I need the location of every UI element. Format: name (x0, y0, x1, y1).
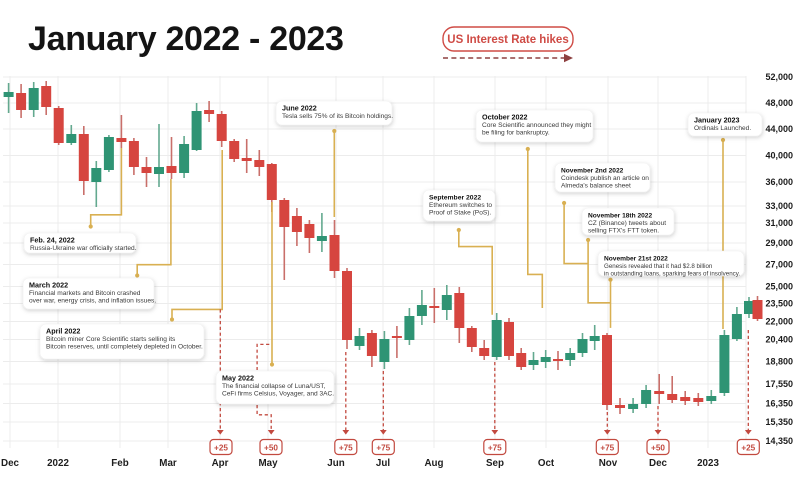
svg-text:October 2022: October 2022 (482, 113, 528, 122)
svg-text:22,000: 22,000 (765, 317, 793, 327)
svg-text:36,000: 36,000 (765, 177, 793, 187)
svg-text:+25: +25 (214, 443, 228, 452)
svg-text:+75: +75 (376, 443, 390, 452)
svg-text:Dec: Dec (649, 458, 668, 469)
svg-text:Bitcoin miner Core Scientific: Bitcoin miner Core Scientific starts sel… (46, 336, 176, 343)
svg-text:+50: +50 (651, 443, 665, 452)
svg-text:September 2022: September 2022 (429, 195, 481, 202)
svg-text:+25: +25 (741, 443, 755, 452)
svg-text:Feb. 24, 2022: Feb. 24, 2022 (30, 236, 75, 245)
svg-text:48,000: 48,000 (765, 98, 793, 108)
svg-text:16,350: 16,350 (765, 399, 793, 409)
svg-text:Jul: Jul (376, 458, 390, 469)
svg-text:Almeda's balance sheet: Almeda's balance sheet (561, 183, 631, 190)
svg-text:over war, energy crisis, and i: over war, energy crisis, and inflation i… (29, 298, 156, 305)
svg-text:Bitcoin reserves, until comple: Bitcoin reserves, until completely deple… (46, 344, 203, 351)
svg-text:April 2022: April 2022 (46, 327, 80, 336)
svg-text:CZ (Binance) tweets about: CZ (Binance) tweets about (588, 220, 666, 227)
svg-text:18,800: 18,800 (765, 357, 793, 367)
svg-text:31,000: 31,000 (765, 218, 793, 228)
svg-text:US Interest Rate hikes: US Interest Rate hikes (447, 34, 568, 46)
svg-text:2023: 2023 (697, 458, 719, 469)
svg-text:November 2nd 2022: November 2nd 2022 (561, 168, 624, 175)
svg-text:Ethereum switches to: Ethereum switches to (429, 202, 492, 209)
svg-text:25,000: 25,000 (765, 282, 793, 292)
svg-text:14,350: 14,350 (765, 436, 793, 446)
svg-text:Dec: Dec (1, 458, 20, 469)
svg-text:23,500: 23,500 (765, 299, 793, 309)
svg-text:2022: 2022 (47, 458, 69, 469)
svg-text:be filing for bankruptcy.: be filing for bankruptcy. (482, 130, 550, 137)
svg-text:The financial collapse of Luna: The financial collapse of Luna/UST, (222, 383, 326, 390)
svg-text:Proof of Stake (PoS).: Proof of Stake (PoS). (429, 210, 491, 217)
svg-text:Aug: Aug (424, 458, 443, 469)
svg-text:June 2022: June 2022 (282, 104, 317, 113)
svg-text:Genesis revealed that it had $: Genesis revealed that it had $2.8 billio… (604, 263, 713, 270)
svg-text:52,000: 52,000 (765, 72, 793, 82)
svg-text:March 2022: March 2022 (29, 281, 68, 290)
svg-text:Ordinals Launched.: Ordinals Launched. (694, 125, 751, 132)
svg-text:Coindesk publish an article on: Coindesk publish an article on (561, 175, 649, 182)
svg-text:CeFi firms Celsius, Voyager, a: CeFi firms Celsius, Voyager, and 3AC. (222, 391, 334, 398)
svg-text:May 2022: May 2022 (222, 374, 254, 383)
svg-text:Tesla sells 75% of its Bitcoin: Tesla sells 75% of its Bitcoin holdings. (282, 113, 393, 120)
svg-text:+75: +75 (339, 443, 353, 452)
svg-text:Core Scientific announced they: Core Scientific announced they might (482, 122, 591, 129)
svg-text:20,400: 20,400 (765, 335, 793, 345)
svg-text:40,000: 40,000 (765, 151, 793, 161)
svg-text:Russia-Ukraine war officially: Russia-Ukraine war officially started. (30, 245, 137, 252)
svg-text:in outstanding loans, sparking: in outstanding loans, sparking fears of … (604, 271, 740, 278)
svg-text:November 18th 2022: November 18th 2022 (588, 213, 652, 220)
svg-text:Mar: Mar (159, 458, 177, 469)
svg-text:May: May (258, 458, 278, 469)
svg-text:January 2022 - 2023: January 2022 - 2023 (28, 20, 344, 58)
svg-text:Oct: Oct (538, 458, 555, 469)
svg-text:+50: +50 (264, 443, 278, 452)
svg-text:Jun: Jun (327, 458, 344, 469)
svg-text:+75: +75 (488, 443, 502, 452)
svg-text:33,000: 33,000 (765, 201, 793, 211)
svg-text:Financial markets and Bitcoin: Financial markets and Bitcoin crashed (29, 290, 141, 297)
svg-text:November 21st 2022: November 21st 2022 (604, 256, 668, 263)
svg-text:Apr: Apr (212, 458, 229, 469)
svg-text:+75: +75 (600, 443, 614, 452)
svg-text:44,000: 44,000 (765, 124, 793, 134)
svg-text:January 2023: January 2023 (694, 116, 740, 125)
svg-text:15,350: 15,350 (765, 417, 793, 427)
svg-text:17,550: 17,550 (765, 379, 793, 389)
svg-text:29,000: 29,000 (765, 238, 793, 248)
svg-text:Feb: Feb (111, 458, 128, 469)
svg-text:27,000: 27,000 (765, 260, 793, 270)
svg-text:selling FTX's FTT token.: selling FTX's FTT token. (588, 228, 659, 235)
svg-text:Sep: Sep (486, 458, 504, 469)
svg-text:Nov: Nov (599, 458, 618, 469)
